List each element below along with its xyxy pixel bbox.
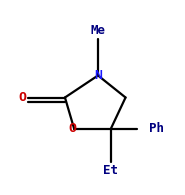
- Text: Me: Me: [90, 24, 105, 37]
- Text: O: O: [18, 91, 26, 104]
- Text: N: N: [94, 69, 102, 82]
- Text: Et: Et: [103, 164, 118, 177]
- Text: Ph: Ph: [149, 122, 164, 135]
- Text: O: O: [68, 122, 76, 135]
